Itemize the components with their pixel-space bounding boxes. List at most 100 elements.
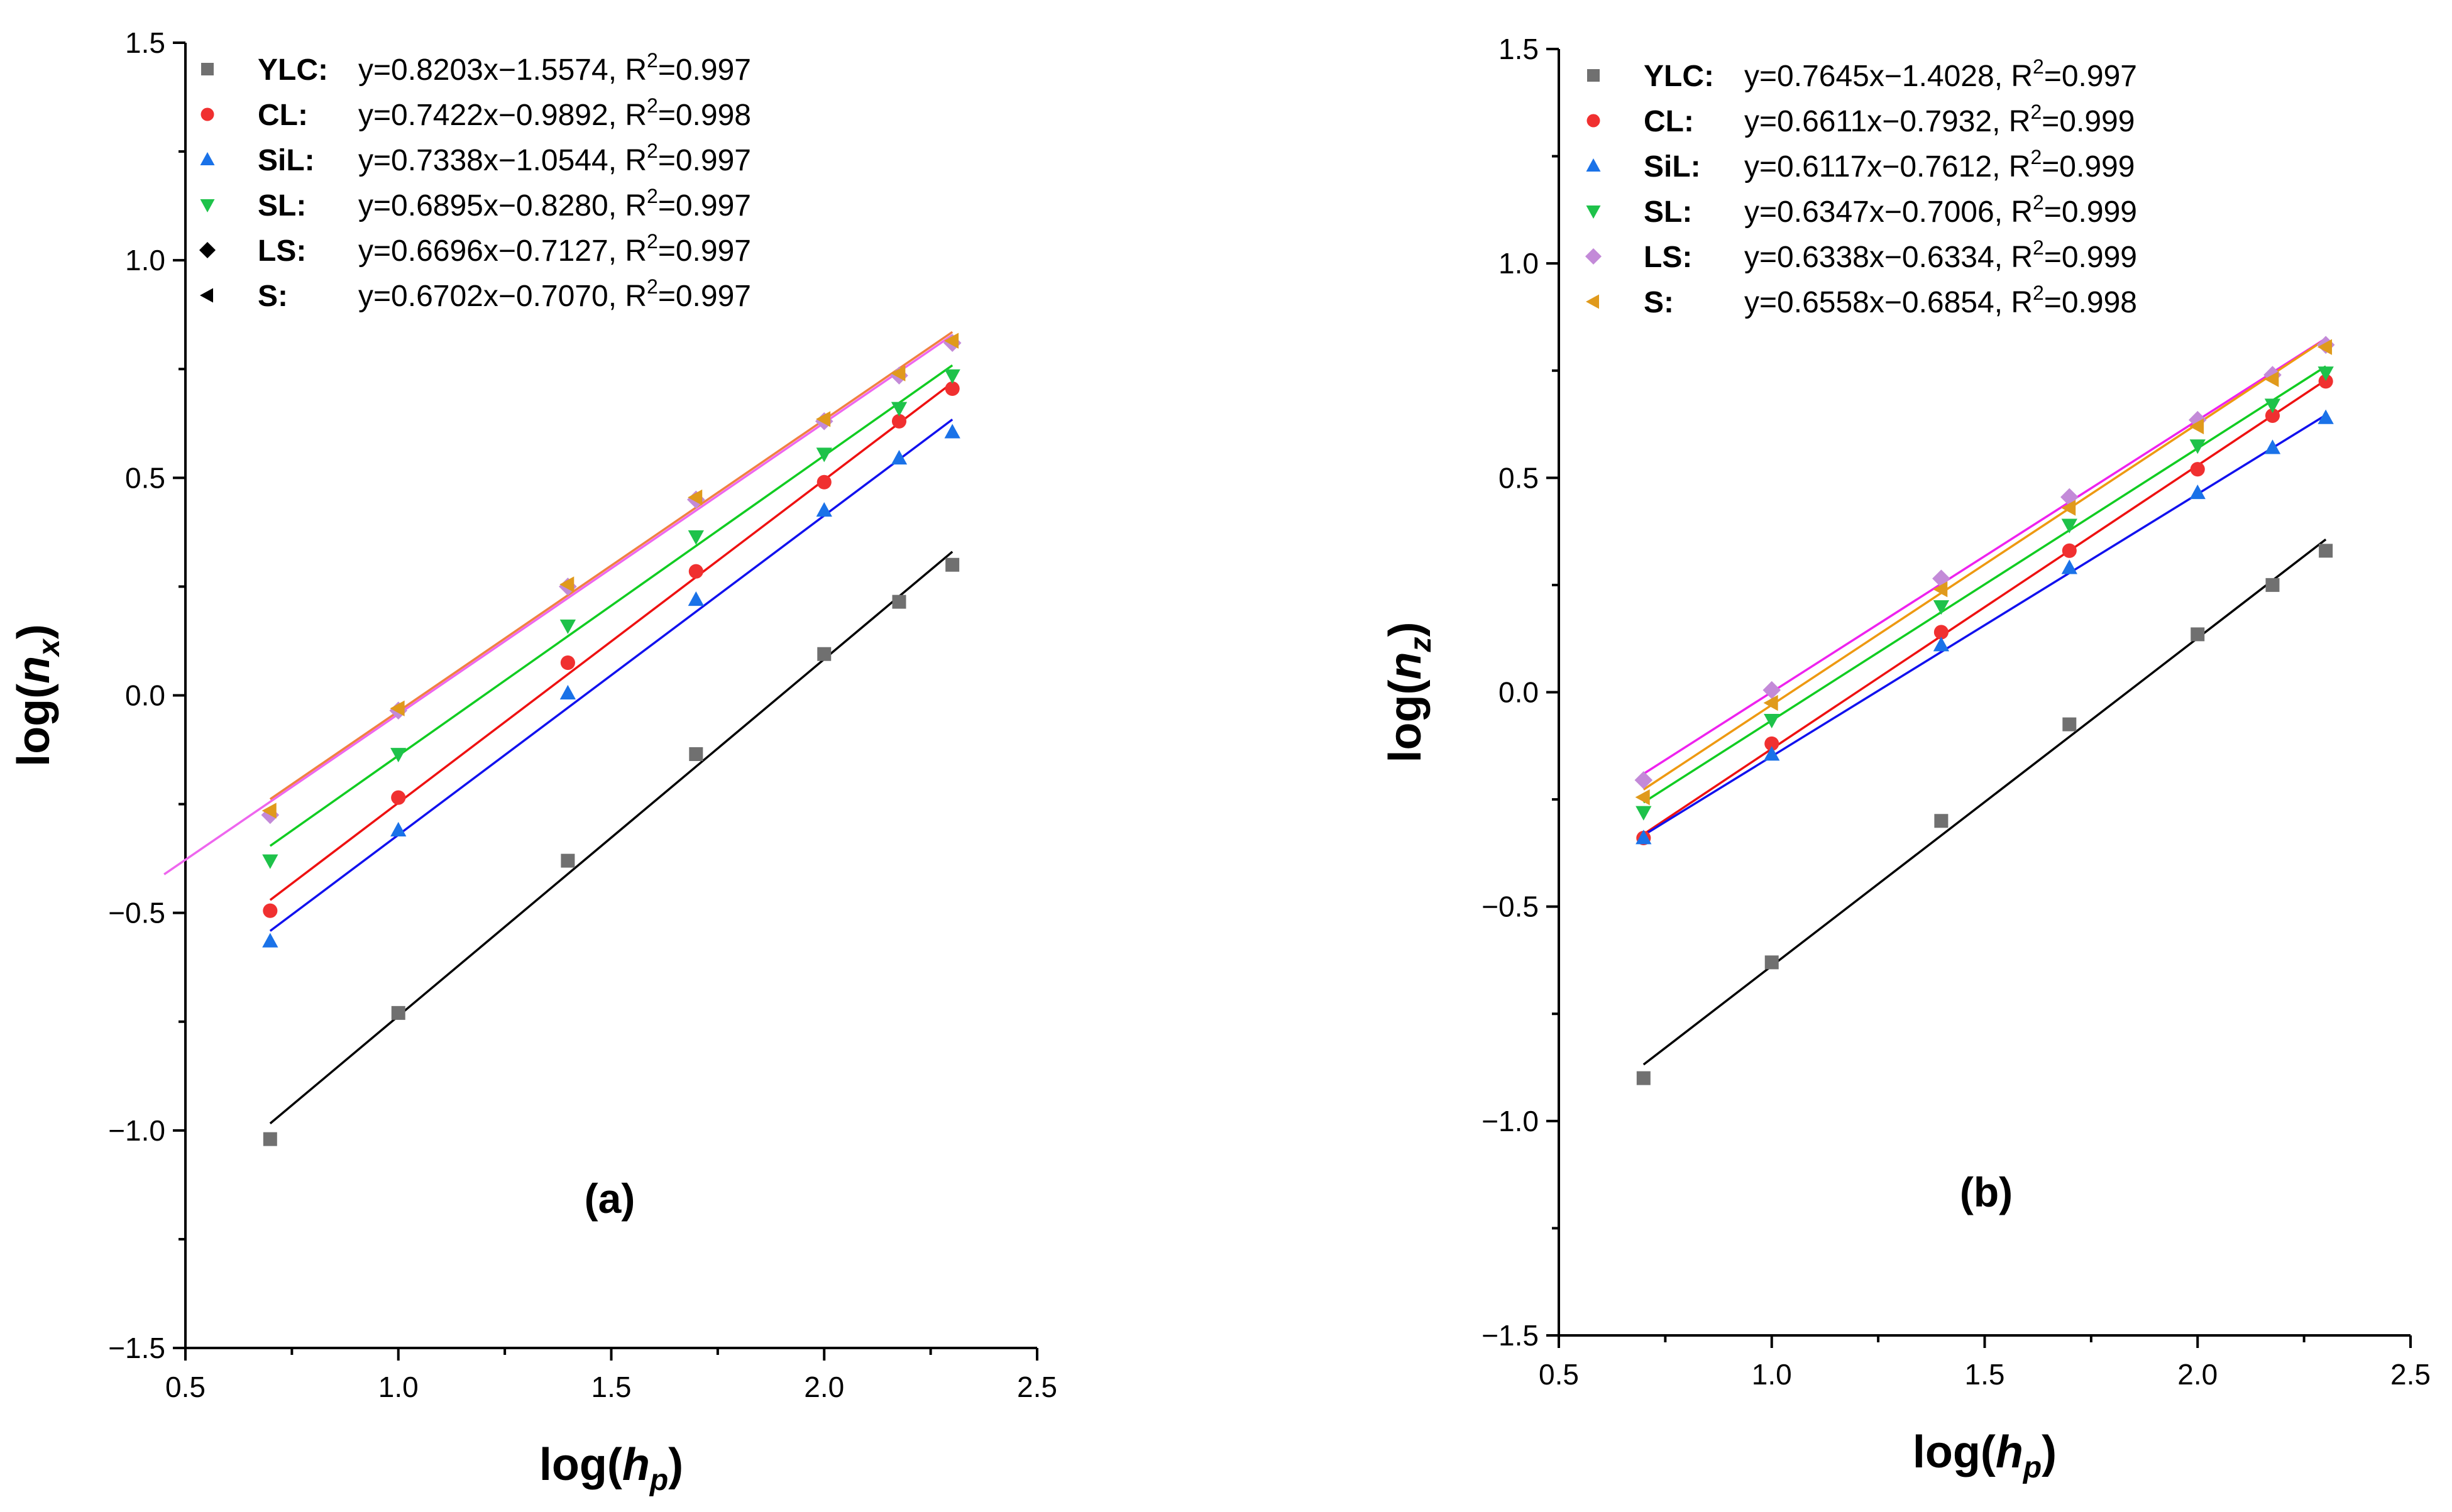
y-label-sub: x [33,638,66,658]
fit-line-ylc [1642,538,2327,1066]
y-tick-label: 1.0 [125,244,165,277]
y-axis-label: log(nz) [1380,622,1438,763]
point-sil [390,821,407,837]
point-sl [2189,439,2206,454]
y-tick-label: −0.5 [108,897,165,929]
point-cl [2265,408,2280,423]
point-cl [263,903,278,918]
legend-series-name: SL: [258,189,306,222]
point-cl [1764,736,1779,751]
legend-r2-superscript: 2 [647,230,658,253]
legend-marker [1586,294,1599,309]
point-cl [1933,625,1949,640]
legend-equation: y=0.7422x−0.9892, R2=0.998 [358,94,751,132]
legend-marker [1586,205,1601,219]
point-ylc [817,647,832,661]
y-tick-label: −0.5 [1482,890,1539,923]
point-sl [1764,713,1780,729]
y-tick-label: 0.5 [125,461,165,494]
fit-line-sil [269,419,954,932]
legend-r2-value: =0.999 [2044,241,2137,274]
y-label-post: ) [9,624,59,639]
point-sil [1933,637,1950,652]
x-tick-label: 1.0 [1752,1358,1792,1391]
point-ls [1634,771,1653,789]
legend-equation-text: y=0.8203x−1.5574, R [358,53,647,87]
point-sl [262,854,278,869]
x-label-sub: p [649,1464,668,1497]
fit-lines [1642,337,2327,1066]
point-cl [688,564,703,579]
x-tick-label: 2.5 [1017,1371,1057,1403]
y-tick-label: 1.5 [125,26,165,59]
point-cl [2318,374,2333,389]
axes: 0.5 1.0 1.5 2.0 2.5 −1.5 −1.0 −0.5 0.0 0.5 1.0 1.5 [1482,33,2431,1391]
point-sil [2264,439,2281,454]
x-label-pre: log( [1913,1427,1996,1477]
point-s [2189,418,2204,435]
point-sil [559,684,576,699]
fit-line-sl [1642,365,2327,804]
legend-r2-superscript: 2 [647,94,658,117]
point-ls [1762,681,1781,699]
point-sl [559,619,576,634]
point-s [1933,581,1948,598]
legend-marker [1585,248,1602,265]
legend-series-name: YLC: [1644,60,1714,93]
legend-equation-text: y=0.7645x−1.4028, R [1744,60,2033,93]
legend-r2-superscript: 2 [2030,146,2042,168]
point-sil [262,933,278,948]
point-ylc [1934,814,1949,828]
point-sil [688,591,704,606]
legend-equation-text: y=0.6702x−0.7070, R [358,280,647,313]
point-s [1635,789,1650,806]
fit-line-sil [1642,414,2327,836]
point-ylc [391,1005,405,1020]
legend-series-name: SiL: [1644,150,1701,184]
point-cl [2190,462,2205,477]
x-axis-label: log(hp) [539,1440,683,1497]
point-s [2317,339,2333,355]
point-ylc [892,594,906,609]
point-cl [945,381,960,396]
point-cl [391,790,406,805]
legend-marker [1587,69,1600,82]
y-tick-label: 1.0 [1498,247,1539,280]
legend-equation-text: y=0.6696x−0.7127, R [358,234,647,268]
point-ylc [2265,578,2280,592]
legend-equation-text: y=0.6558x−0.6854, R [1744,286,2033,319]
axes: 0.5 1.0 1.5 2.0 2.5 −1.5 −1.0 −0.5 0.0 0.5 1.0 1.5 [108,26,1057,1403]
point-sl [1636,806,1652,821]
point-ylc [2319,544,2333,558]
legend-equation: y=0.8203x−1.5574, R2=0.997 [358,49,751,87]
panel-label: (b) [1960,1169,2013,1215]
fit-lines [163,331,954,1125]
legend-series-name: S: [1644,286,1674,319]
y-label-sub: z [1404,637,1438,653]
y-tick-label: −1.0 [1482,1105,1539,1137]
y-label-pre: log( [1380,679,1431,762]
data-points [1634,336,2335,1085]
legend-equation: y=0.6558x−0.6854, R2=0.998 [1744,282,2137,319]
data-points [261,332,962,1146]
legend-r2-value: =0.998 [2044,286,2137,319]
x-tick-label: 2.5 [2390,1358,2431,1391]
point-ylc [1764,955,1779,970]
legend-equation: y=0.6347x−0.7006, R2=0.999 [1744,191,2137,229]
legend-equation-text: y=0.6117x−0.7612, R [1744,150,2030,184]
point-sl [2317,366,2334,381]
point-s [688,489,703,506]
point-s [816,411,831,427]
y-tick-label: 1.5 [1498,33,1539,65]
legend-equation-text: y=0.6347x−0.7006, R [1744,195,2033,229]
point-s [559,576,575,593]
point-ylc [263,1132,277,1146]
panel-label: (a) [585,1175,635,1222]
point-sl [1933,600,1950,615]
legend-equation: y=0.6338x−0.6334, R2=0.999 [1744,236,2137,274]
y-tick-label: 0.0 [1498,676,1539,709]
x-tick-label: 1.0 [378,1371,419,1403]
